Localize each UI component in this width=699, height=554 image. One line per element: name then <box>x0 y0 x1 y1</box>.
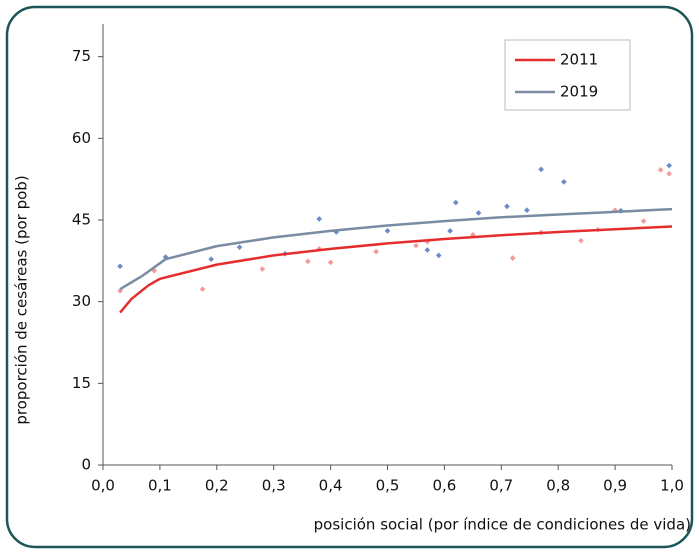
x-tick-label: 0,7 <box>489 477 513 495</box>
frame <box>5 5 694 549</box>
data-point <box>435 252 442 259</box>
data-point <box>413 242 419 249</box>
data-point <box>424 247 431 253</box>
fit-line <box>119 207 673 291</box>
y-tick-label: 45 <box>72 211 91 229</box>
x-axis-label: posición social (por índice de condicion… <box>314 516 691 534</box>
y-tick-label: 60 <box>72 129 91 147</box>
data-point <box>475 210 482 216</box>
data-point <box>447 228 453 234</box>
y-tick-label: 30 <box>72 292 91 310</box>
data-point <box>452 199 459 206</box>
x-tick-label: 1,0 <box>660 477 684 495</box>
data-point <box>509 255 516 261</box>
data-point <box>561 179 567 185</box>
data-point <box>524 207 530 214</box>
x-tick-label: 0,1 <box>148 477 172 495</box>
y-axis-label: proporción de cesáreas (por pob) <box>13 175 31 424</box>
data-point <box>657 167 664 173</box>
x-tick-label: 0,6 <box>432 477 456 495</box>
data-point <box>538 166 544 173</box>
data-point <box>199 286 206 292</box>
x-tick-label: 0,2 <box>205 477 229 495</box>
x-tick-label: 0,3 <box>262 477 286 495</box>
data-point <box>327 259 334 266</box>
data-point <box>373 248 379 255</box>
data-point <box>305 258 311 265</box>
data-point <box>666 162 672 169</box>
data-point <box>666 170 672 177</box>
legend-box <box>504 39 631 111</box>
data-point <box>640 218 647 224</box>
data-point <box>578 237 584 244</box>
x-tick-label: 0,5 <box>376 477 400 495</box>
y-tick-label: 0 <box>81 456 91 474</box>
x-tick-label: 0,4 <box>319 477 343 495</box>
y-tick-label: 15 <box>72 374 91 392</box>
legend-label: 2019 <box>560 83 598 101</box>
data-point <box>316 216 323 222</box>
x-tick-label: 0,8 <box>546 477 570 495</box>
data-point <box>384 228 391 234</box>
legend-label: 2011 <box>560 51 598 69</box>
x-tick-label: 0,0 <box>91 477 115 495</box>
data-point <box>236 244 243 251</box>
data-point <box>208 256 214 263</box>
data-point <box>117 263 123 270</box>
y-tick-label: 75 <box>72 47 91 65</box>
data-point <box>259 266 266 272</box>
x-tick-label: 0,9 <box>603 477 627 495</box>
fit-line <box>119 225 673 314</box>
data-point <box>504 203 510 210</box>
